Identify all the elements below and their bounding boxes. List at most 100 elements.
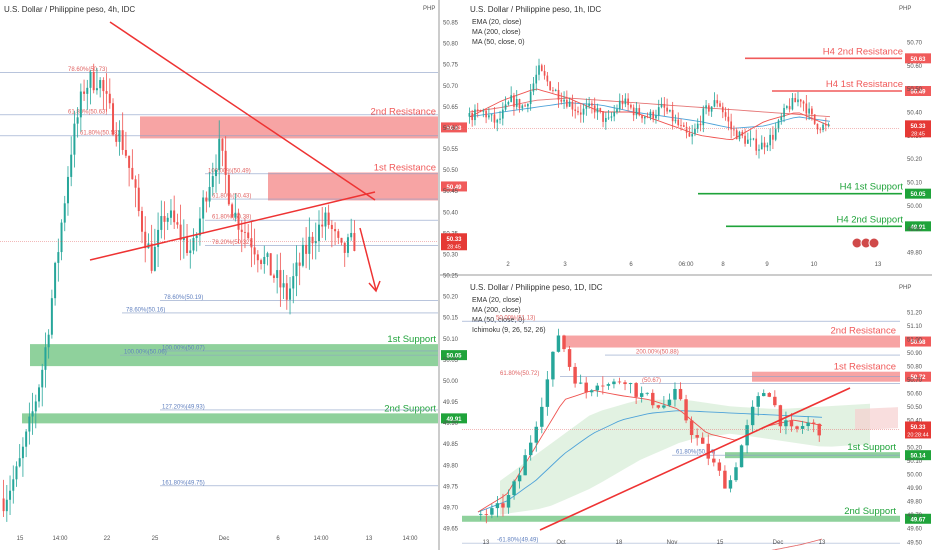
candle-body	[512, 481, 516, 496]
support-price-tag	[905, 513, 931, 524]
left-price-axis[interactable]: 50.85 50.80 50.75 50.70 50.65 50.60 50.55 50.50…	[443, 21, 459, 533]
candle-body	[557, 89, 560, 100]
candle-body	[308, 236, 311, 254]
candle-body	[719, 103, 721, 107]
candle-body	[28, 416, 31, 432]
candle-body	[805, 103, 808, 114]
price-tick-label: 50.50	[907, 87, 923, 93]
price-tick-label: 49.90	[907, 227, 923, 233]
candle-body	[31, 411, 34, 417]
bottom-right-chart-panel[interactable]: U.S. Dollar / Philippine peso, 1D, IDC E…	[462, 283, 931, 550]
event-flag-icon[interactable]	[868, 237, 880, 249]
candle-body	[674, 119, 677, 122]
price-tick-label: 49.80	[907, 500, 923, 506]
candle-body	[50, 298, 53, 335]
candle-body	[605, 118, 607, 122]
bottom-right-ichimoku-cloud-bearish	[855, 407, 898, 431]
top-right-chart-panel[interactable]: U.S. Dollar / Philippine peso, 1h, IDC E…	[462, 5, 931, 268]
candle-body	[811, 422, 816, 424]
support-label: H4 2nd Support	[836, 214, 903, 225]
candle-body	[752, 138, 755, 140]
candle-body	[527, 103, 529, 107]
candle-body	[468, 113, 471, 117]
candle-body	[506, 495, 511, 508]
candle-body	[260, 260, 263, 264]
price-tick-label: 50.85	[443, 21, 459, 27]
candle-body	[73, 123, 76, 155]
candle-body	[767, 393, 772, 397]
candle-body	[515, 99, 518, 107]
candle-body	[504, 104, 507, 110]
candle-body	[566, 99, 568, 107]
candle-body	[577, 110, 579, 113]
price-tick-label: 50.65	[443, 105, 459, 111]
candle-body	[292, 276, 295, 289]
candle-body	[656, 405, 661, 408]
candle-body	[295, 262, 298, 277]
candle-body	[18, 458, 21, 467]
candle-body	[728, 480, 733, 489]
candle-body	[579, 112, 582, 115]
price-tick-label: 49.70	[907, 513, 923, 519]
time-tick-label: 10	[811, 262, 818, 268]
candle-body	[749, 138, 752, 140]
candle-body	[476, 109, 479, 111]
candle-body	[817, 423, 821, 436]
candle-body	[621, 100, 624, 105]
time-tick-label: Dec	[219, 536, 230, 542]
left-chart-panel[interactable]: U.S. Dollar / Philippine peso, 4h, IDC P…	[0, 5, 467, 542]
candle-body	[710, 106, 713, 112]
candle-body	[327, 212, 330, 225]
candle-body	[696, 123, 699, 129]
candle-body	[57, 252, 60, 263]
price-tick-label: 50.80	[907, 364, 923, 370]
top-right-time-axis[interactable]: 2 3 6 06:00 8 9 10 13	[506, 262, 882, 268]
candle-body	[706, 443, 710, 459]
candle-body	[538, 65, 540, 75]
candle-body	[479, 110, 482, 112]
bottom-right-price-axis[interactable]: 51.20 51.10 51.00 50.90 50.80 50.70 50.60 50.50…	[907, 310, 923, 546]
candle-body	[684, 399, 688, 421]
price-tick-label: 50.75	[443, 63, 459, 69]
support-price-tag-text: 50.05	[446, 354, 462, 360]
candle-body	[730, 121, 732, 130]
candle-body	[2, 498, 5, 512]
resistance-price-tag	[905, 53, 931, 64]
left-time-axis[interactable]: 15 14:00 22 25 Dec 6 14:00 13 14:00	[17, 536, 419, 542]
candle-body	[795, 426, 799, 429]
top-right-event-icons[interactable]	[851, 237, 880, 249]
time-tick-label: 14:00	[313, 536, 329, 542]
candle-body	[601, 385, 605, 387]
candle-body	[721, 106, 724, 113]
candle-body	[822, 124, 824, 130]
candle-body	[560, 99, 563, 102]
candle-body	[760, 142, 763, 150]
candle-body	[612, 381, 616, 385]
resistance-zone	[140, 116, 438, 139]
candle-body	[166, 217, 169, 222]
candle-body	[495, 503, 500, 509]
candle-body	[691, 134, 693, 137]
bottom-right-time-axis[interactable]: 13 Oct 18 Nov 15 Dec 13	[483, 540, 826, 546]
resistance-label: H4 1st Resistance	[826, 79, 903, 90]
price-tick-label: 50.00	[443, 379, 459, 385]
candle-body	[218, 138, 221, 171]
candle-body	[41, 369, 44, 388]
candle-body	[582, 108, 585, 115]
resistance-zone	[565, 335, 900, 348]
current-price-countdown: 20:28:44	[907, 432, 928, 438]
candle-body	[750, 406, 755, 426]
candle-body	[616, 109, 618, 113]
candle-body	[471, 113, 474, 121]
time-tick-label: 3	[563, 262, 567, 268]
candle-body	[34, 401, 37, 412]
bottom-right-fib-levels: 50.00%(51.13) 200.00%(50.88) 61.80%(50.72)…	[462, 316, 900, 544]
candle-body	[529, 91, 532, 104]
candle-body	[153, 246, 156, 271]
candle-body	[499, 118, 501, 120]
candle-body	[593, 105, 596, 113]
candle-body	[485, 110, 487, 118]
resistance-zone	[268, 172, 438, 201]
price-tick-label: 51.00	[907, 337, 923, 343]
candle-body	[211, 176, 214, 187]
